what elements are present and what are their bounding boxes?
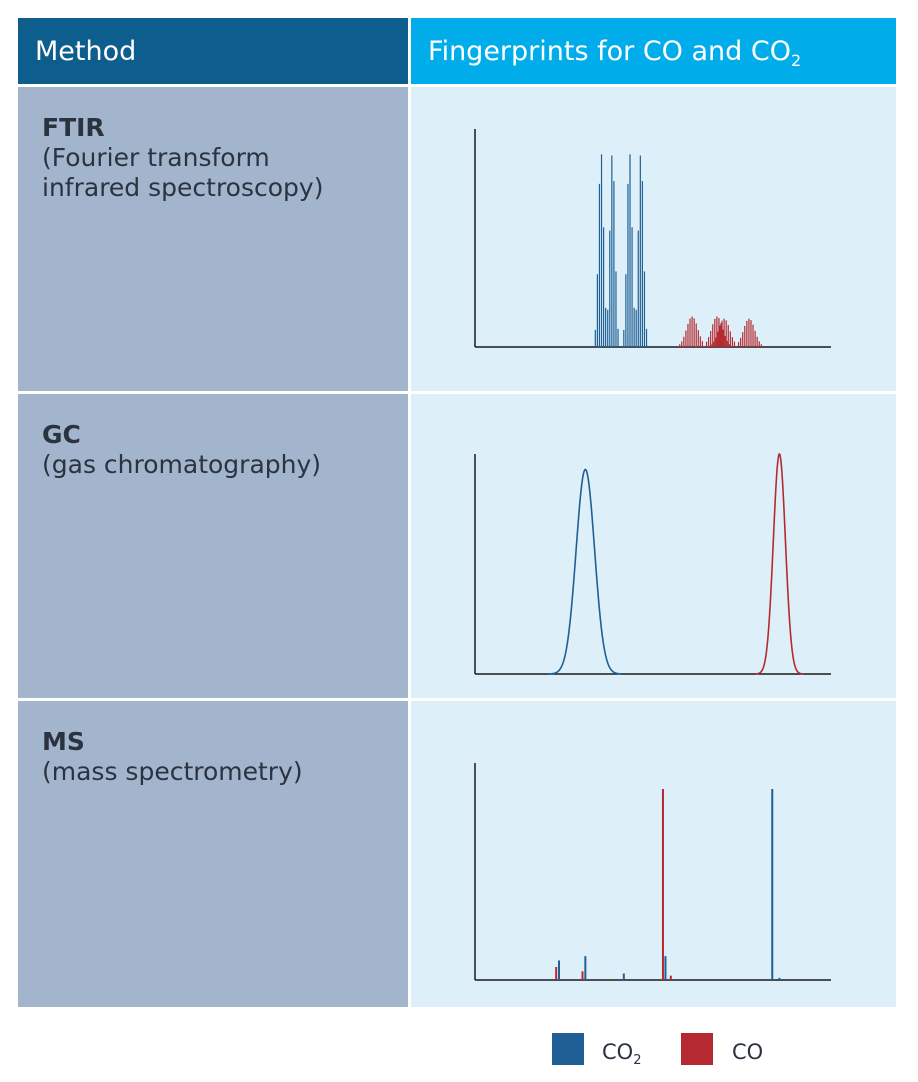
- legend-co-label: CO: [732, 1040, 764, 1064]
- fingerprint-cell-ftir: [411, 87, 896, 391]
- fingerprint-column-header: Fingerprints for CO and CO2: [411, 18, 896, 84]
- method-full-name: infrared spectroscopy): [42, 173, 324, 202]
- method-full-name: (Fourier transform: [42, 143, 270, 172]
- gc-chromatogram-chart: [474, 452, 831, 675]
- fingerprint-header-label: Fingerprints for CO and CO2: [428, 35, 802, 70]
- method-cell-ftir: FTIR (Fourier transform infrared spectro…: [18, 87, 408, 391]
- method-column-header: Method: [18, 18, 408, 84]
- ms-spectrum-chart: [474, 763, 831, 981]
- method-abbr: MS: [42, 727, 85, 756]
- gc-co2-peak: [548, 468, 622, 675]
- method-cell-gc: GC (gas chromatography): [18, 394, 408, 698]
- method-cell-ms: MS (mass spectrometry): [18, 701, 408, 1007]
- method-abbr: FTIR: [42, 113, 105, 142]
- method-full-name: (gas chromatography): [42, 450, 322, 479]
- legend-co2-swatch: [552, 1033, 584, 1065]
- ftir-spectrum-chart: [474, 129, 831, 348]
- fingerprint-cell-gc: [411, 394, 896, 698]
- method-abbr: GC: [42, 420, 81, 449]
- legend-co-swatch: [681, 1033, 713, 1065]
- gc-co-peak: [755, 452, 804, 675]
- method-full-name: (mass spectrometry): [42, 757, 303, 786]
- fingerprint-cell-ms: [411, 701, 896, 1007]
- legend-co2-label: CO2: [602, 1040, 642, 1068]
- method-header-label: Method: [35, 35, 137, 67]
